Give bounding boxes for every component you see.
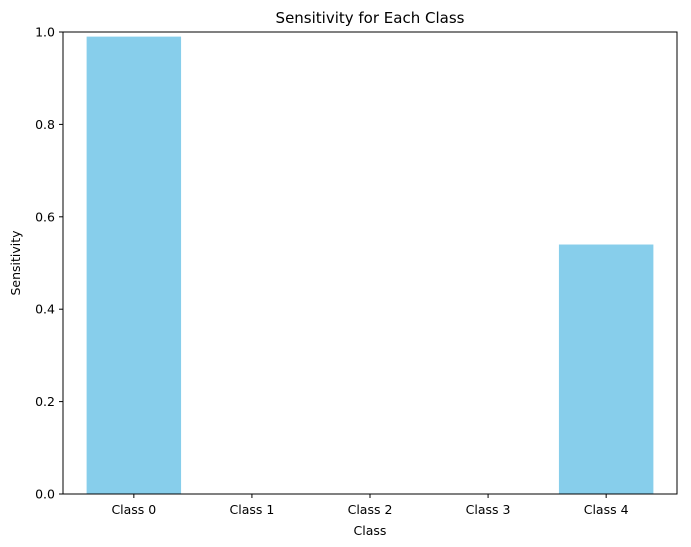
- x-tick-label: Class 0: [111, 502, 156, 517]
- bar-class-4: [558, 244, 654, 494]
- y-tick-label: 0.6: [35, 209, 55, 224]
- x-tick-label: Class 3: [466, 502, 511, 517]
- x-tick-label: Class 1: [230, 502, 275, 517]
- y-tick-label: 0.8: [35, 117, 55, 132]
- bar-class-0: [86, 36, 182, 495]
- ticks-group: 0.0 0.2 0.4 0.6 0.8 1.0 Class 0 Class 1 Class 2 C…: [35, 25, 628, 518]
- y-tick-label: 0.4: [35, 302, 55, 317]
- x-tick-label: Class 4: [584, 502, 629, 517]
- y-axis-label: Sensitivity: [8, 230, 23, 296]
- bars-group: [86, 36, 654, 495]
- y-tick-label: 0.2: [35, 394, 55, 409]
- y-tick-label: 0.0: [35, 487, 55, 502]
- x-tick-label: Class 2: [348, 502, 393, 517]
- chart-title: Sensitivity for Each Class: [276, 9, 465, 27]
- y-tick-label: 1.0: [35, 25, 55, 40]
- x-axis-label: Class: [354, 523, 387, 538]
